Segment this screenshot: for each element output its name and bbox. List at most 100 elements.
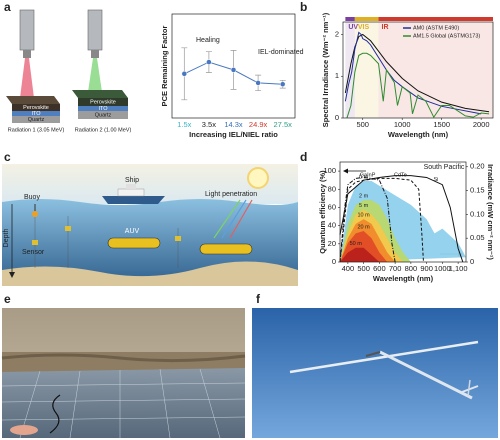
y-tick-label: 100 <box>323 166 336 175</box>
x-tick-label: 700 <box>389 264 402 273</box>
area <box>340 247 380 262</box>
y-tick-label: 40 <box>328 221 336 230</box>
y-tick-label: 20 <box>328 239 336 248</box>
y-tick-label: 80 <box>328 184 336 193</box>
x-tick-label: 400 <box>342 264 355 273</box>
x-axis-label: Increasing IEL/NIEL ratio <box>189 130 278 139</box>
series-label: GaInP <box>360 173 376 179</box>
line <box>346 52 490 119</box>
panel-label: a <box>4 0 11 14</box>
annotation: IEL-dominated <box>258 49 304 56</box>
y-axis-label: PCE Remaining Factor <box>160 26 169 107</box>
x-tick-label: 500 <box>356 120 369 129</box>
x-tick-label: 1.5x <box>177 120 191 129</box>
spectral-band-strip <box>378 17 493 21</box>
series-label: 20 m <box>358 225 371 231</box>
x-axis-label: Wavelength (nm) <box>373 274 434 283</box>
x-tick-label: 900 <box>420 264 433 273</box>
series-label: 5 m <box>359 203 369 209</box>
x-tick-label: 24.9x <box>249 120 268 129</box>
y-tick-label: 60 <box>328 202 336 211</box>
x-tick-label: 600 <box>373 264 386 273</box>
illustration-label: Light penetration <box>205 191 257 198</box>
legend-label: AM1.5 Global (ASTMG173) <box>413 33 480 39</box>
panel-labels: a b c d e f <box>4 0 307 306</box>
spectral-band-strip <box>354 17 379 21</box>
x-tick-label: 14.3x <box>224 120 243 129</box>
series-label: 0 m <box>359 175 369 181</box>
y2-tick-label: 0.15 <box>470 186 485 195</box>
layer-label: Perovskite <box>90 99 116 105</box>
y-tick-label: 0 <box>332 257 336 266</box>
point <box>206 59 212 65</box>
y2-tick-label: 0.10 <box>470 209 485 218</box>
device-caption: Radiation 1 (3.05 MeV) <box>8 127 65 133</box>
plot-frame <box>342 21 494 119</box>
x-tick-label: 1500 <box>433 120 450 129</box>
series-label: 2 m <box>359 194 369 200</box>
x-tick-label: 1000 <box>434 264 451 273</box>
layer-label: Quartz <box>28 117 45 123</box>
spectral-band <box>354 22 379 118</box>
series-label: 50 m <box>350 241 363 247</box>
plot-frame <box>339 161 467 263</box>
layer-label: Perovskite <box>23 105 49 111</box>
x-tick-label: 2000 <box>473 120 490 129</box>
illustration-label: Ship <box>125 177 139 184</box>
panel-label: b <box>300 0 307 14</box>
illustration-label: Buoy <box>24 194 40 201</box>
band-label: UV <box>348 24 358 31</box>
y-tick-label: 1 <box>335 71 339 80</box>
device-2: Perovskite ITO Quartz Radiation 2 (1.00 … <box>72 9 132 133</box>
layer-label: ITO <box>98 106 108 112</box>
x-tick-label: 500 <box>357 264 370 273</box>
y-tick-label: 2 <box>335 30 339 39</box>
point <box>230 67 237 73</box>
annotation: Healing <box>196 37 220 44</box>
line <box>344 33 490 113</box>
illustration-label: Sensor <box>22 249 45 256</box>
x-tick-label: 1000 <box>394 120 411 129</box>
line <box>339 176 396 263</box>
layer-label: ITO <box>31 111 41 117</box>
device-caption: Radiation 2 (1.00 MeV) <box>75 127 132 133</box>
x-axis-label: Wavelength (nm) <box>388 130 449 139</box>
y2-tick-label: 0.05 <box>470 233 485 242</box>
y-axis-label: Quantum efficiency (%) <box>318 170 327 254</box>
y-axis-label: Spectral Irradiance (Wm⁻² nm⁻¹) <box>321 12 330 127</box>
photo-desert-panels <box>1 308 246 439</box>
series-label: Si <box>433 177 438 183</box>
layer-label: Quartz <box>95 112 112 118</box>
panel-label: e <box>4 292 11 306</box>
illustration-label: Depth <box>3 229 10 248</box>
line <box>339 175 464 263</box>
x-tick-label: 800 <box>405 264 418 273</box>
point <box>181 71 188 77</box>
ocean-illustration: Ship Buoy AUV Sensor Light penetration D… <box>2 164 298 286</box>
photo-solar-plane <box>252 308 498 438</box>
legend-label: AM0 (ASTM E490) <box>413 25 459 31</box>
band-label: IR <box>382 24 389 31</box>
point <box>255 80 261 86</box>
device-1: Perovskite ITO Quartz Radiation 1 (3.05 … <box>6 9 65 133</box>
line <box>339 177 424 263</box>
y2-tick-label: 0 <box>470 257 474 266</box>
point <box>279 81 286 87</box>
panel-label: f <box>256 292 261 306</box>
x-tick-label: 27.5x <box>274 120 293 129</box>
x-tick-label: 1,100 <box>449 264 468 273</box>
band-label: VIS <box>358 24 370 31</box>
illustration-label: AUV <box>125 228 140 235</box>
y-tick-label: 0 <box>335 113 339 122</box>
series-label: 10 m <box>358 213 371 219</box>
y2-tick-label: 0.20 <box>470 162 485 171</box>
y2-axis-label: Irradiance (mW cm⁻² nm⁻¹) <box>486 164 495 260</box>
annotation: South Pacific <box>424 164 465 171</box>
panel-label: c <box>4 150 11 164</box>
x-tick-label: 3.5x <box>202 120 216 129</box>
spectral-band <box>378 22 493 118</box>
plot-frame <box>171 13 296 119</box>
spectral-band-strip <box>345 17 355 21</box>
panel-label: d <box>300 150 307 164</box>
